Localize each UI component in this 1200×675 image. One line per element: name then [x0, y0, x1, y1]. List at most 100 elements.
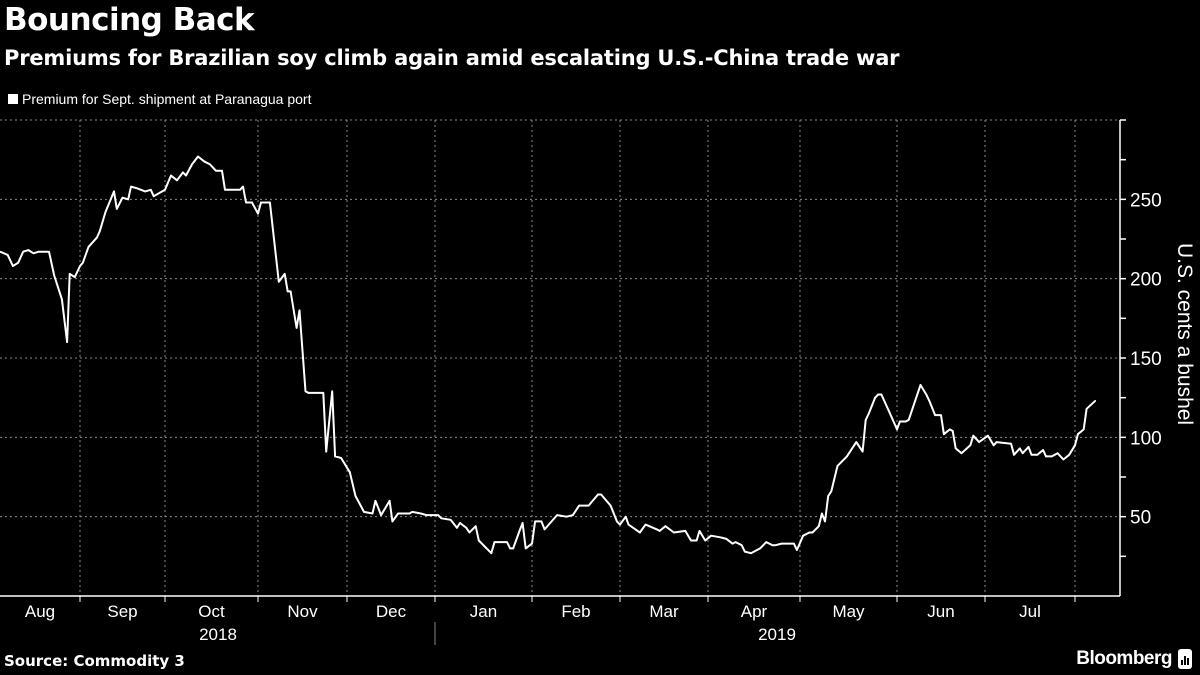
chart-subtitle: Premiums for Brazilian soy climb again a… [4, 46, 900, 70]
data-point [710, 534, 712, 537]
data-point [176, 179, 178, 182]
x-tick-label: Oct [198, 602, 225, 621]
data-point [802, 534, 804, 537]
data-point [509, 547, 511, 550]
data-point [619, 523, 621, 526]
year-label-2019: 2019 [758, 625, 796, 644]
data-point [987, 434, 989, 437]
data-point [121, 196, 124, 199]
x-tick-label: Jun [927, 602, 954, 621]
data-point [556, 514, 558, 516]
data-point [951, 430, 954, 432]
data-point [116, 208, 118, 210]
year-label-2018: 2018 [199, 625, 237, 644]
data-point [1068, 453, 1070, 456]
grid [0, 119, 1120, 596]
data-point [322, 392, 325, 394]
series-points [0, 155, 1097, 554]
data-point [6, 254, 9, 256]
data-point [257, 212, 259, 215]
data-point [185, 174, 187, 177]
data-point [474, 525, 477, 527]
data-point [600, 493, 602, 496]
data-point [127, 198, 129, 201]
data-point [269, 201, 271, 204]
axes [0, 119, 1126, 602]
legend-swatch [8, 94, 18, 104]
data-point [992, 444, 995, 447]
data-point [493, 541, 496, 543]
data-point [658, 530, 661, 532]
source-note: Source: Commodity 3 [4, 652, 185, 670]
data-point [150, 189, 152, 191]
data-point [37, 250, 40, 253]
data-point [780, 542, 783, 545]
legend-label: Premium for Sept. shipment at Paranagua … [22, 91, 312, 107]
data-point [609, 504, 612, 507]
data-point [644, 523, 647, 526]
data-point [969, 444, 972, 447]
data-point [928, 400, 931, 402]
data-point [388, 500, 391, 502]
data-point [374, 500, 377, 502]
data-point [408, 512, 411, 515]
data-point [182, 171, 184, 174]
data-point [239, 189, 241, 191]
data-point [277, 281, 280, 283]
data-point [877, 393, 880, 396]
data-point [1077, 433, 1079, 435]
data-point [1013, 453, 1015, 456]
data-point [864, 419, 867, 421]
data-point [572, 514, 574, 516]
data-point [1085, 407, 1088, 410]
data-point [420, 512, 422, 515]
data-point [130, 185, 132, 188]
data-point [846, 455, 848, 458]
chart-title: Bouncing Back [4, 2, 255, 38]
data-point [978, 441, 980, 443]
data-point [96, 236, 98, 239]
data-point [1074, 444, 1076, 447]
data-point [245, 201, 247, 204]
y-tick-label: 100 [1130, 428, 1162, 449]
x-tick-label: Nov [287, 602, 318, 621]
data-point [534, 520, 536, 523]
data-point [684, 530, 687, 532]
data-point [1045, 455, 1047, 458]
data-point [251, 201, 253, 204]
x-tick-label: Jul [1019, 602, 1041, 621]
data-point [1030, 453, 1033, 456]
data-point [868, 412, 870, 415]
data-point [896, 428, 898, 431]
data-point [164, 189, 166, 191]
data-point [135, 187, 138, 190]
data-point [949, 428, 951, 431]
data-point [821, 512, 823, 515]
data-point [664, 525, 667, 527]
y-tick-label: 50 [1130, 508, 1151, 529]
data-point [304, 390, 307, 393]
data-point [1010, 442, 1012, 445]
data-point [113, 190, 115, 193]
data-point [0, 250, 1, 253]
data-point [740, 544, 743, 547]
data-point [578, 504, 580, 507]
series-line-premium [0, 155, 1096, 555]
data-point [861, 450, 864, 453]
data-point [17, 262, 19, 264]
data-point [943, 433, 945, 435]
data-point [1094, 400, 1097, 402]
data-point [808, 531, 811, 534]
data-point [22, 250, 25, 253]
data-point [289, 290, 292, 293]
data-point [889, 414, 892, 416]
data-point [627, 523, 630, 526]
data-point [540, 520, 543, 523]
data-point [221, 169, 223, 172]
data-point [203, 160, 205, 163]
data-point [349, 471, 351, 474]
data-point [704, 539, 706, 542]
data-point [354, 495, 357, 497]
data-point [521, 522, 524, 524]
data-point [215, 169, 217, 172]
